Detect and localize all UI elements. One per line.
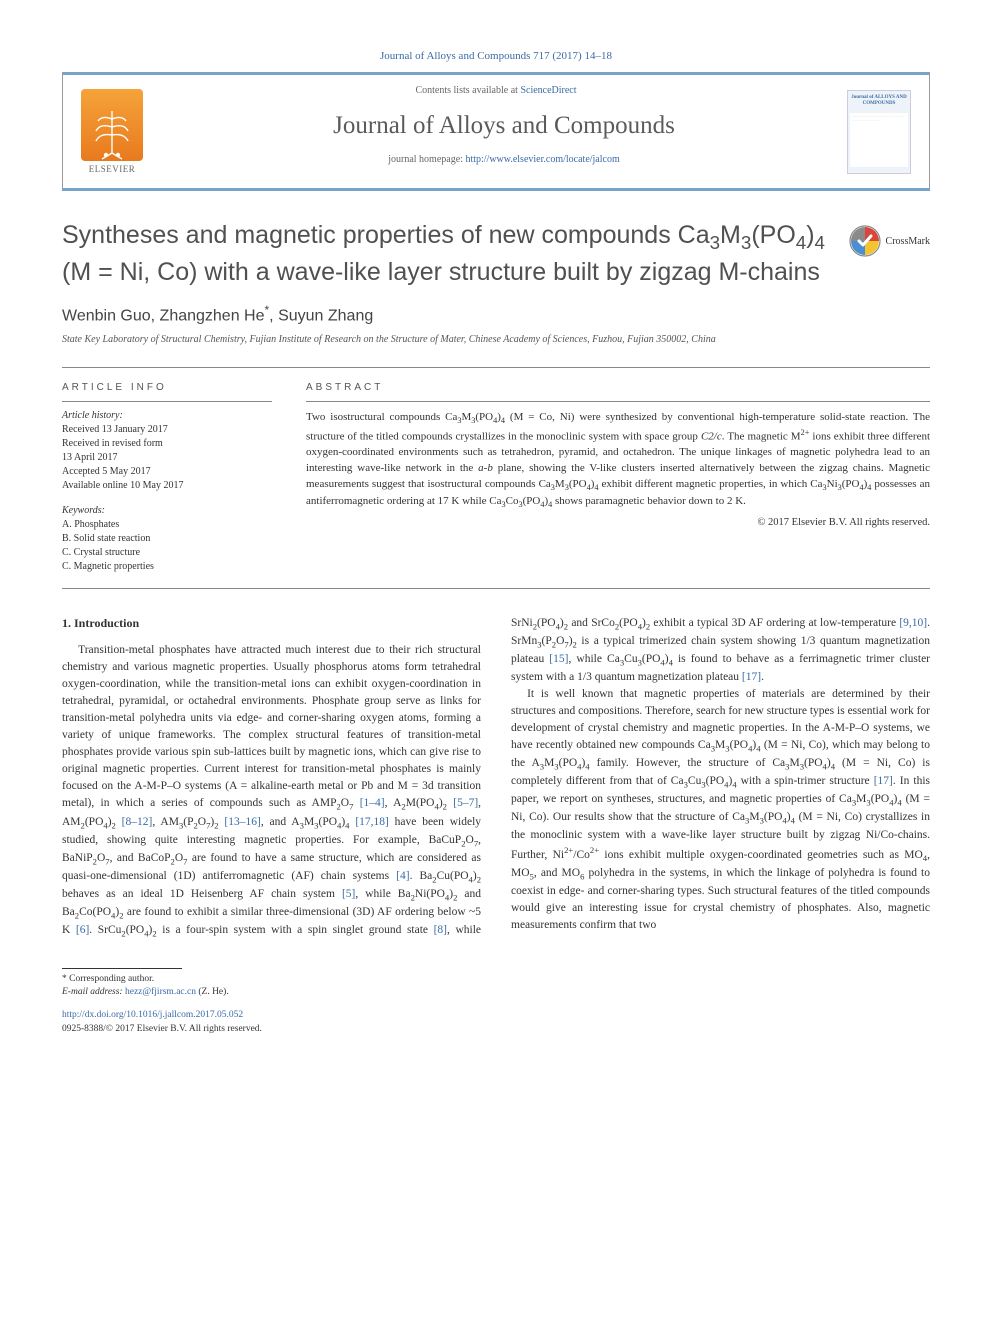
meta-rule-bottom — [62, 588, 930, 589]
article-info-head: ARTICLE INFO — [62, 382, 272, 393]
crossmark-label: CrossMark — [886, 236, 930, 247]
history-line: Available online 10 May 2017 — [62, 479, 272, 493]
top-citation: Journal of Alloys and Compounds 717 (201… — [62, 50, 930, 62]
issn-copyright: 0925-8388/© 2017 Elsevier B.V. All right… — [62, 1024, 262, 1034]
crossmark-badge[interactable]: CrossMark — [849, 225, 930, 257]
keyword: A. Phosphates — [62, 518, 272, 532]
cover-thumb-body: ···· ···· ···· ···· ···· ···· ···· ···· … — [850, 113, 908, 167]
corresponding-author-footnote: * Corresponding author. E-mail address: … — [62, 973, 930, 1000]
keyword: B. Solid state reaction — [62, 532, 272, 546]
history-line: Accepted 5 May 2017 — [62, 465, 272, 479]
history-line: Received in revised form — [62, 437, 272, 451]
meta-rule-top — [62, 367, 930, 368]
abstract-block: ABSTRACT Two isostructural compounds Ca3… — [306, 382, 930, 574]
abstract-head: ABSTRACT — [306, 382, 930, 393]
journal-cover-thumbnail: Journal of ALLOYS AND COMPOUNDS ···· ···… — [847, 90, 911, 174]
elsevier-tree-icon — [88, 105, 136, 161]
body-two-column: 1. Introduction Transition-metal phospha… — [62, 615, 930, 940]
keywords-label: Keywords: — [62, 505, 272, 516]
intro-para-2: It is well known that magnetic propertie… — [511, 686, 930, 934]
abstract-copyright: © 2017 Elsevier B.V. All rights reserved… — [306, 517, 930, 528]
abstract-text: Two isostructural compounds Ca3M3(PO4)4 … — [306, 410, 930, 512]
publisher-name: ELSEVIER — [81, 164, 143, 174]
elsevier-logo: ELSEVIER — [81, 89, 143, 174]
affiliation: State Key Laboratory of Structural Chemi… — [62, 333, 930, 347]
cover-thumb-title: Journal of ALLOYS AND COMPOUNDS — [848, 91, 910, 111]
article-title: Syntheses and magnetic properties of new… — [62, 219, 837, 289]
doi-link[interactable]: http://dx.doi.org/10.1016/j.jallcom.2017… — [62, 1010, 243, 1020]
journal-homepage: journal homepage: http://www.elsevier.co… — [161, 154, 847, 165]
homepage-pre: journal homepage: — [388, 154, 465, 165]
sciencedirect-link[interactable]: ScienceDirect — [520, 85, 576, 96]
contents-available-line: Contents lists available at ScienceDirec… — [63, 85, 929, 96]
abstract-rule — [306, 401, 930, 402]
doi-block: http://dx.doi.org/10.1016/j.jallcom.2017… — [62, 1009, 930, 1036]
crossmark-icon — [849, 225, 881, 257]
section-1-head: 1. Introduction — [62, 615, 481, 633]
footnote-email-who: (Z. He). — [198, 987, 228, 997]
article-info-block: ARTICLE INFO Article history: Received 1… — [62, 382, 272, 574]
keyword: C. Magnetic properties — [62, 560, 272, 574]
article-info-rule — [62, 401, 272, 402]
keyword: C. Crystal structure — [62, 546, 272, 560]
history-line: 13 April 2017 — [62, 451, 272, 465]
footnote-email-label: E-mail address: — [62, 987, 123, 997]
footnote-corr: * Corresponding author. — [62, 973, 930, 986]
homepage-link[interactable]: http://www.elsevier.com/locate/jalcom — [465, 154, 619, 165]
history-label: Article history: — [62, 410, 272, 421]
footnote-email-link[interactable]: hezz@fjirsm.ac.cn — [125, 987, 196, 997]
authors: Wenbin Guo, Zhangzhen He*, Suyun Zhang — [62, 303, 930, 325]
journal-header-box: Contents lists available at ScienceDirec… — [62, 72, 930, 191]
journal-name: Journal of Alloys and Compounds — [161, 112, 847, 140]
contents-line-pre: Contents lists available at — [415, 85, 520, 96]
history-line: Received 13 January 2017 — [62, 423, 272, 437]
footnote-rule — [62, 968, 182, 969]
